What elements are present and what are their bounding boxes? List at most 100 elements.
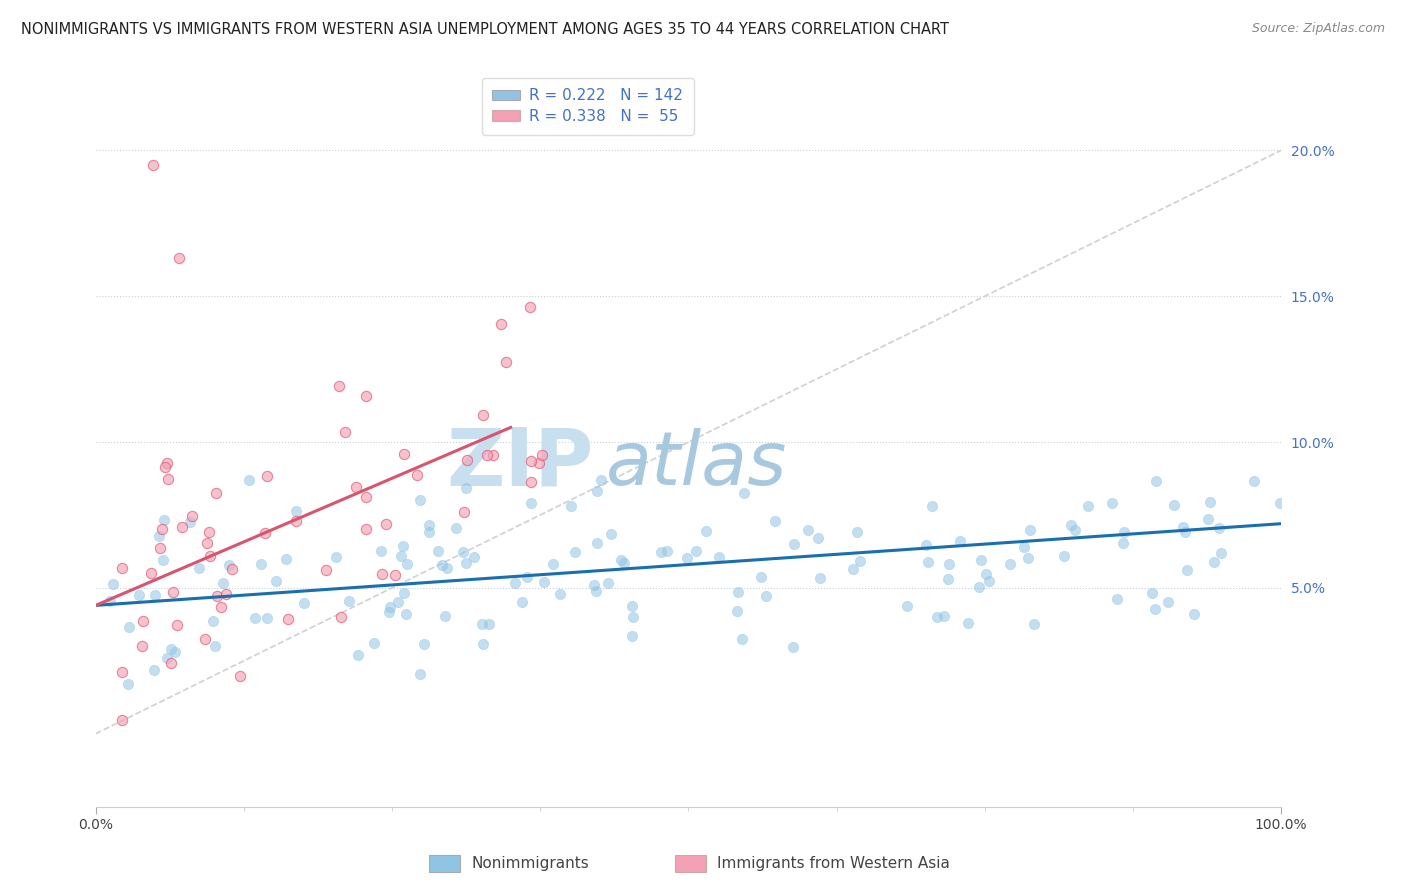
- Point: [731, 632, 754, 646]
- Point: [221, 561, 243, 575]
- Point: [1157, 594, 1180, 608]
- Point: [650, 545, 672, 559]
- Point: [363, 635, 385, 649]
- Point: [333, 425, 356, 440]
- Point: [727, 584, 749, 599]
- Point: [198, 524, 221, 539]
- Point: [152, 513, 174, 527]
- Text: Immigrants from Western Asia: Immigrants from Western Asia: [717, 856, 950, 871]
- Point: [214, 587, 236, 601]
- Point: [613, 556, 636, 570]
- Point: [495, 355, 517, 369]
- Point: [111, 561, 134, 575]
- Point: [354, 490, 377, 504]
- Point: [585, 584, 607, 599]
- Point: [591, 473, 613, 487]
- Point: [1182, 607, 1205, 621]
- Point: [1174, 524, 1197, 539]
- Point: [285, 514, 308, 528]
- Point: [695, 524, 717, 538]
- Point: [389, 549, 412, 563]
- Point: [392, 586, 415, 600]
- Point: [1101, 496, 1123, 510]
- Point: [925, 610, 948, 624]
- Point: [957, 615, 980, 630]
- Point: [229, 668, 252, 682]
- Point: [346, 648, 368, 662]
- Point: [475, 448, 498, 462]
- Point: [896, 599, 918, 613]
- Point: [181, 508, 204, 523]
- Point: [456, 556, 478, 570]
- Point: [472, 637, 495, 651]
- Point: [917, 555, 939, 569]
- Point: [370, 544, 392, 558]
- Point: [245, 610, 267, 624]
- Point: [384, 568, 406, 582]
- Point: [520, 496, 543, 510]
- Point: [725, 604, 748, 618]
- Point: [596, 576, 619, 591]
- Point: [932, 608, 955, 623]
- Point: [489, 318, 512, 332]
- Point: [733, 485, 755, 500]
- Point: [128, 588, 150, 602]
- Point: [585, 484, 607, 499]
- Point: [432, 558, 454, 572]
- Point: [201, 614, 224, 628]
- Point: [846, 524, 869, 539]
- Point: [541, 557, 564, 571]
- Point: [530, 448, 553, 462]
- Point: [782, 640, 804, 654]
- Point: [1112, 535, 1135, 549]
- Point: [163, 644, 186, 658]
- Point: [453, 505, 475, 519]
- Point: [621, 599, 644, 613]
- Point: [841, 562, 863, 576]
- Point: [751, 570, 773, 584]
- Point: [600, 526, 623, 541]
- Text: atlas: atlas: [606, 428, 787, 500]
- Point: [1114, 524, 1136, 539]
- Point: [969, 580, 991, 594]
- Point: [371, 566, 394, 581]
- Point: [143, 588, 166, 602]
- Point: [1202, 555, 1225, 569]
- Point: [1171, 520, 1194, 534]
- Point: [387, 595, 409, 609]
- Point: [143, 663, 166, 677]
- Point: [162, 585, 184, 599]
- Point: [193, 632, 215, 646]
- Point: [117, 677, 139, 691]
- Point: [446, 521, 468, 535]
- Point: [1012, 540, 1035, 554]
- Point: [131, 640, 153, 654]
- Point: [205, 486, 228, 500]
- Point: [111, 714, 134, 728]
- Point: [519, 475, 541, 489]
- Point: [533, 574, 555, 589]
- Point: [413, 637, 436, 651]
- Point: [472, 408, 495, 422]
- Point: [195, 536, 218, 550]
- Point: [451, 545, 474, 559]
- Text: ZIP: ZIP: [446, 425, 593, 503]
- Point: [621, 609, 644, 624]
- Point: [380, 599, 402, 614]
- Point: [330, 610, 353, 624]
- Point: [755, 589, 778, 603]
- Point: [409, 666, 432, 681]
- Point: [454, 481, 477, 495]
- Point: [374, 517, 396, 532]
- Point: [583, 578, 606, 592]
- Text: NONIMMIGRANTS VS IMMIGRANTS FROM WESTERN ASIA UNEMPLOYMENT AMONG AGES 35 TO 44 Y: NONIMMIGRANTS VS IMMIGRANTS FROM WESTERN…: [21, 22, 949, 37]
- Point: [172, 520, 194, 534]
- Point: [807, 531, 830, 545]
- Point: [1209, 545, 1232, 559]
- Point: [685, 544, 707, 558]
- Point: [974, 567, 997, 582]
- Point: [548, 586, 571, 600]
- Point: [256, 611, 278, 625]
- Point: [160, 641, 183, 656]
- Point: [848, 554, 870, 568]
